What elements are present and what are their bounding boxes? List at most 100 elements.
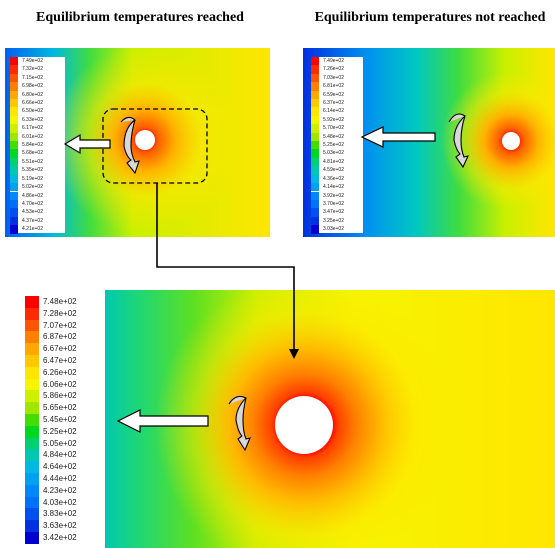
legend-swatch bbox=[311, 183, 319, 192]
legend-swatch bbox=[10, 208, 18, 217]
legend-swatch bbox=[311, 141, 319, 150]
legend-swatch bbox=[25, 331, 39, 344]
legend-label: 4.81e+02 bbox=[323, 158, 344, 165]
legend-swatch bbox=[25, 461, 39, 473]
vortex-arrow-zoom bbox=[228, 395, 251, 452]
flow-arrow-left-not-reached bbox=[360, 126, 436, 148]
legend-entry: 6.59e+02 bbox=[311, 90, 363, 100]
legend-swatch bbox=[10, 124, 18, 133]
cylinder bbox=[275, 396, 333, 454]
legend-label: 7.32e+02 bbox=[22, 66, 43, 73]
legend-swatch bbox=[25, 508, 39, 521]
legend-swatch bbox=[311, 90, 319, 100]
legend-entry: 4.84e+02 bbox=[25, 449, 105, 462]
legend-label: 6.33e+02 bbox=[22, 116, 43, 123]
legend-swatch bbox=[10, 99, 18, 108]
legend-label: 4.23e+02 bbox=[43, 485, 77, 495]
legend-swatch bbox=[10, 90, 18, 100]
legend-swatch bbox=[10, 216, 18, 226]
legend-swatch bbox=[25, 402, 39, 414]
legend-label: 5.19e+02 bbox=[22, 175, 43, 182]
legend-swatch bbox=[10, 157, 18, 167]
legend-label: 4.36e+02 bbox=[323, 175, 344, 182]
legend-swatch bbox=[25, 343, 39, 355]
legend-swatch bbox=[311, 216, 319, 226]
legend-swatch bbox=[10, 191, 18, 200]
legend-entry: 5.86e+02 bbox=[25, 390, 105, 403]
legend-label: 6.87e+02 bbox=[43, 332, 77, 342]
legend-swatch bbox=[10, 57, 18, 66]
legend-entry: 5.84e+02 bbox=[10, 141, 65, 150]
legend-swatch bbox=[311, 132, 319, 142]
legend-entry: 7.49e+02 bbox=[10, 57, 65, 66]
legend-swatch bbox=[10, 166, 18, 175]
legend-entry: 6.87e+02 bbox=[25, 331, 105, 344]
legend-swatch bbox=[311, 99, 319, 108]
legend-label: 3.42e+02 bbox=[43, 532, 77, 542]
legend-entry: 3.92e+02 bbox=[311, 191, 363, 200]
vortex-arrow-not-reached bbox=[448, 113, 469, 169]
legend-swatch bbox=[311, 115, 319, 125]
flow-arrow-left-reached bbox=[63, 133, 111, 155]
legend-entry: 5.51e+02 bbox=[10, 157, 65, 167]
legend-swatch bbox=[311, 82, 319, 91]
legend-label: 3.70e+02 bbox=[323, 200, 344, 207]
legend-label: 7.49e+02 bbox=[22, 58, 43, 64]
legend-swatch bbox=[25, 472, 39, 485]
legend-main: 7.48e+02 7.28e+02 7.07e+02 6.87e+02 6.67e+02… bbox=[25, 296, 105, 544]
title-reached: Equilibrium temperatures reached bbox=[36, 10, 244, 25]
legend-entry: 4.23e+02 bbox=[25, 484, 105, 497]
legend-entry: 3.70e+02 bbox=[311, 199, 363, 209]
legend-not-reached: 7.49e+02 7.26e+02 7.03e+02 6.81e+02 6.59e+02… bbox=[311, 57, 363, 234]
legend-swatch bbox=[25, 449, 39, 462]
legend-entry: 5.25e+02 bbox=[25, 425, 105, 438]
vortex-arrow-reached bbox=[120, 116, 140, 175]
legend-swatch bbox=[25, 437, 39, 450]
legend-entry: 3.83e+02 bbox=[25, 508, 105, 521]
legend-swatch bbox=[25, 390, 39, 403]
legend-label: 3.63e+02 bbox=[43, 521, 77, 531]
legend-entry: 6.01e+02 bbox=[10, 132, 65, 142]
legend-entry: 6.80e+02 bbox=[10, 90, 65, 100]
legend-label: 4.84e+02 bbox=[43, 450, 77, 460]
legend-swatch bbox=[311, 73, 319, 83]
legend-label: 7.15e+02 bbox=[22, 74, 43, 81]
legend-entry: 4.64e+02 bbox=[25, 461, 105, 473]
legend-label: 4.44e+02 bbox=[43, 473, 77, 483]
legend-entry: 5.03e+02 bbox=[311, 149, 363, 158]
legend-swatch bbox=[10, 183, 18, 192]
flow-arrow-left-zoom bbox=[116, 409, 209, 433]
legend-entry: 5.68e+02 bbox=[10, 149, 65, 158]
legend-label: 6.66e+02 bbox=[22, 100, 43, 107]
legend-label: 7.48e+02 bbox=[43, 297, 77, 306]
legend-entry: 7.15e+02 bbox=[10, 73, 65, 83]
legend-swatch bbox=[25, 319, 39, 332]
legend-label: 7.07e+02 bbox=[43, 320, 77, 330]
legend-entry: 4.21e+02 bbox=[10, 225, 65, 234]
legend-swatch bbox=[25, 531, 39, 544]
legend-swatch bbox=[311, 208, 319, 217]
legend-entry: 4.37e+02 bbox=[10, 216, 65, 226]
legend-swatch bbox=[311, 65, 319, 74]
legend-label: 5.84e+02 bbox=[22, 142, 43, 149]
legend-swatch bbox=[311, 225, 319, 234]
legend-label: 5.03e+02 bbox=[323, 150, 344, 157]
legend-swatch bbox=[10, 225, 18, 234]
legend-label: 5.70e+02 bbox=[323, 125, 344, 132]
legend-label: 6.17e+02 bbox=[22, 125, 43, 132]
legend-entry: 6.81e+02 bbox=[311, 82, 363, 91]
legend-entry: 6.50e+02 bbox=[10, 107, 65, 116]
legend-label: 3.03e+02 bbox=[323, 226, 344, 233]
zoom-connector-arrow bbox=[156, 183, 299, 359]
contour-plot-zoom bbox=[105, 290, 555, 548]
legend-label: 6.01e+02 bbox=[22, 133, 43, 140]
legend-entry: 7.32e+02 bbox=[10, 65, 65, 74]
legend-swatch bbox=[311, 166, 319, 175]
legend-swatch bbox=[10, 149, 18, 158]
legend-swatch bbox=[25, 354, 39, 367]
legend-label: 6.98e+02 bbox=[22, 83, 43, 90]
legend-entry: 4.44e+02 bbox=[25, 472, 105, 485]
legend-label: 5.25e+02 bbox=[323, 142, 344, 149]
legend-label: 5.02e+02 bbox=[22, 184, 43, 191]
